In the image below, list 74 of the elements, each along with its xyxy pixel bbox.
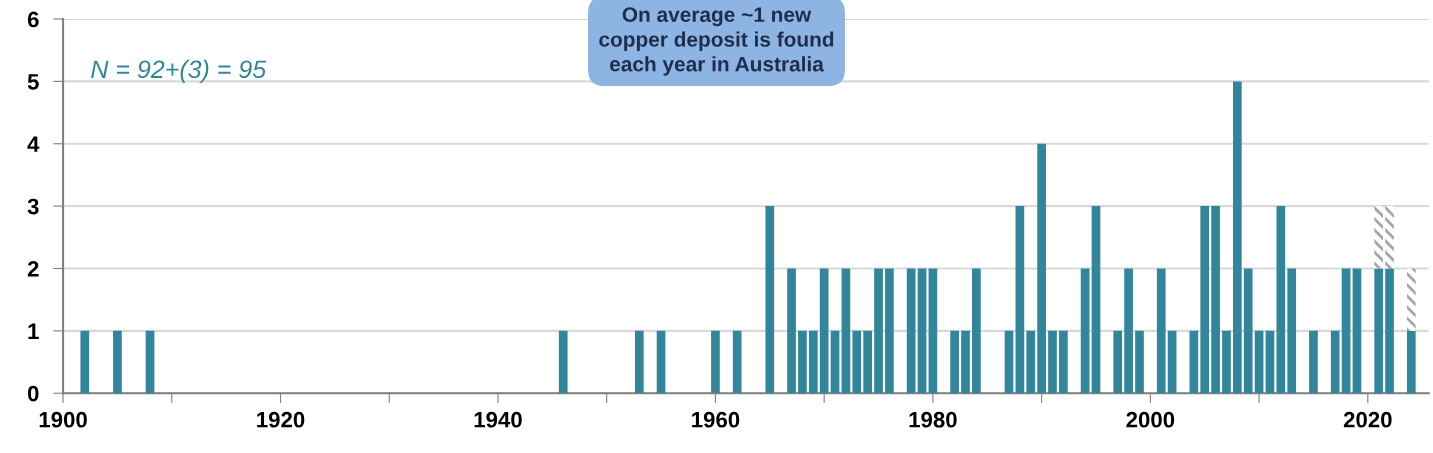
bar: [830, 330, 840, 394]
annotation: On average ~1 new copper deposit is found each year in Australia: [599, 7, 834, 76]
bar: [656, 330, 666, 394]
bar: [863, 330, 872, 394]
bar: [1189, 330, 1199, 394]
bar: [1374, 206, 1384, 269]
bar: [1124, 268, 1133, 394]
bar: [1265, 330, 1275, 394]
x-tick-label: 1940: [474, 411, 522, 428]
bar: [874, 268, 883, 394]
y-tick-label: 2: [27, 261, 39, 277]
bar: [1015, 206, 1025, 394]
bar: [1048, 330, 1057, 394]
bar: [917, 268, 927, 394]
bar: [1287, 268, 1297, 394]
bar: [928, 268, 938, 394]
x-tick-label: 2020: [1343, 411, 1392, 428]
x-tick-label: 1900: [39, 411, 87, 428]
y-tick-label: 0: [27, 385, 39, 402]
bar: [1059, 330, 1068, 394]
bar: [1135, 330, 1144, 394]
bar: [961, 330, 970, 394]
y-tick-label: 5: [27, 74, 39, 90]
bar: [1254, 330, 1264, 394]
y-tick-label: 4: [27, 136, 40, 152]
bar: [1113, 330, 1123, 394]
y-tick-label: 3: [27, 198, 39, 215]
bar: [1341, 268, 1351, 394]
bar: [885, 268, 894, 394]
bar: [1276, 206, 1286, 394]
x-tick-label: 2000: [1126, 411, 1175, 428]
bar: [1037, 143, 1046, 394]
bar: [1091, 206, 1101, 394]
bar: [798, 330, 807, 394]
bar: [1330, 330, 1340, 394]
bar: [841, 268, 851, 394]
bar: [1243, 268, 1253, 394]
x-tick-label: 1960: [692, 411, 740, 428]
bar: [1004, 330, 1014, 394]
bar: [711, 330, 720, 394]
bar: [808, 330, 818, 394]
bar: [819, 268, 829, 394]
bar: [765, 206, 775, 394]
bar: [1385, 268, 1394, 394]
bar: [1352, 268, 1362, 394]
bar: [1374, 268, 1384, 394]
annotation: N = 92+(3) = 95: [91, 59, 267, 84]
bar: [1222, 330, 1231, 394]
bar: [1026, 330, 1036, 394]
bar: [852, 330, 862, 394]
bar: [972, 268, 981, 394]
bar: [1309, 330, 1318, 394]
y-tick-label: 6: [27, 11, 39, 28]
y-tick-label: 1: [28, 323, 39, 339]
bar: [1406, 330, 1416, 394]
bar: [1080, 268, 1090, 394]
bar: [1232, 81, 1242, 394]
bar: [950, 330, 959, 394]
bar: [80, 330, 90, 394]
bar: [1156, 268, 1166, 394]
bar: [113, 330, 122, 394]
bar: [906, 268, 916, 394]
bar: [558, 330, 568, 394]
bar: [145, 330, 155, 394]
x-tick-label: 1920: [257, 411, 305, 428]
bar: [787, 268, 796, 394]
x-tick-label: 1980: [909, 411, 957, 428]
bar: [1200, 206, 1210, 394]
bar: [1406, 268, 1416, 331]
bar: [634, 330, 644, 394]
bar: [1385, 206, 1394, 269]
bar: [732, 330, 742, 394]
bar: [1167, 330, 1177, 394]
bar: [1211, 206, 1220, 394]
